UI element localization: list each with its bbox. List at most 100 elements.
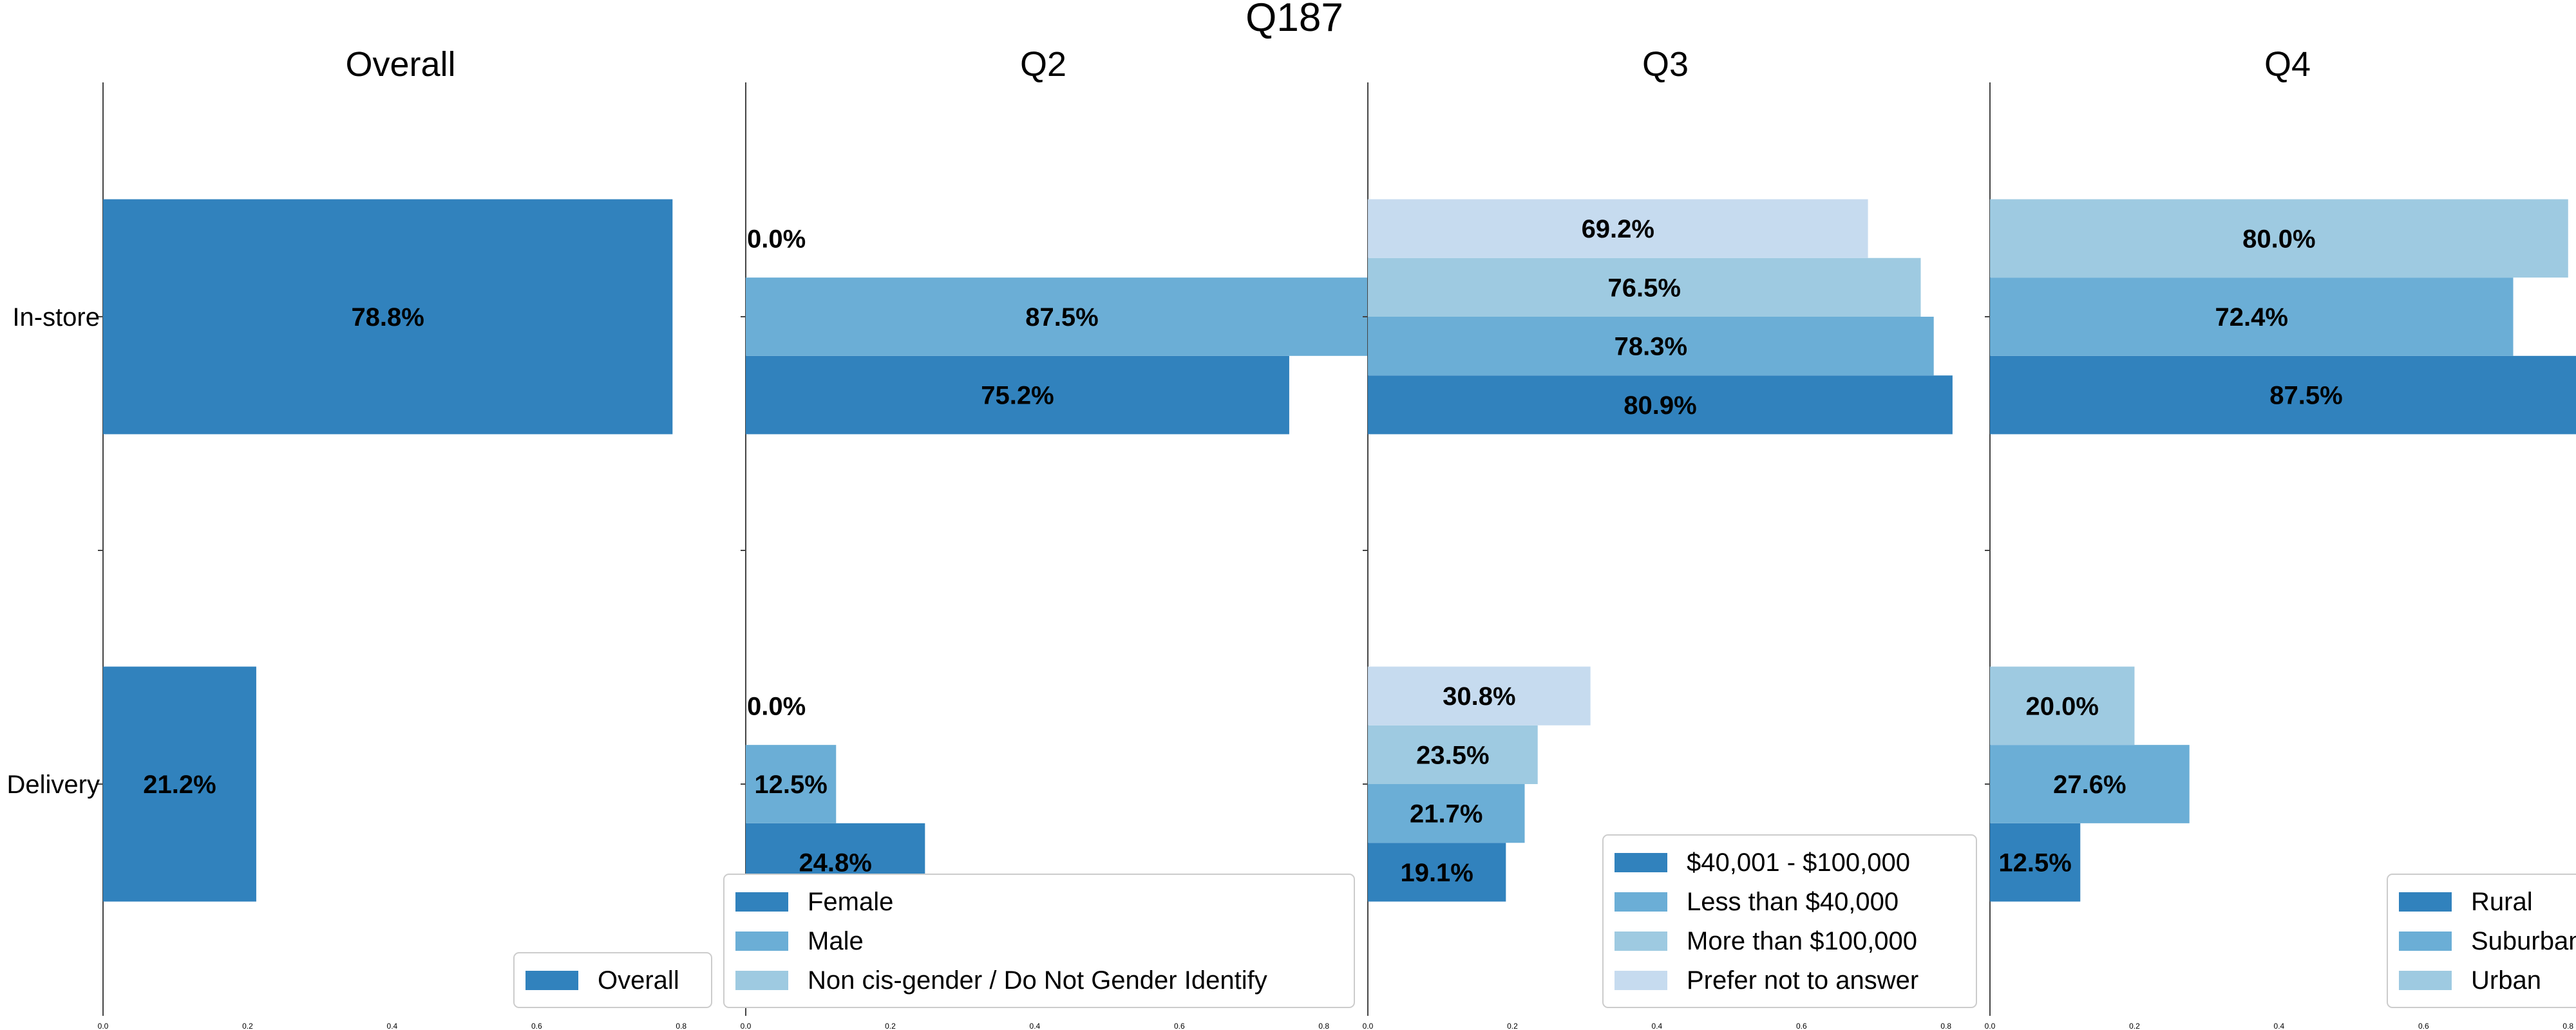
x-tick-label: 0.0 [741,1022,752,1030]
x-tick-label: 0.2 [242,1022,253,1030]
data-label: 78.8% [351,303,424,332]
data-label: 78.3% [1615,333,1687,361]
data-label: 75.2% [981,382,1054,410]
x-tick-label: 0.4 [387,1022,398,1030]
bar-delivery-rural [1990,823,2081,902]
panel-title: Overall [345,45,455,84]
legend-swatch [735,971,788,990]
data-label: 12.5% [1998,849,2071,877]
x-tick-label: 0.6 [1174,1022,1185,1030]
data-label: 0.0% [747,692,806,720]
legend-label-less-than-40-000: Less than $40,000 [1687,888,1899,916]
x-tick-label: 0.8 [1940,1022,1951,1030]
x-tick-label: 0.2 [885,1022,896,1030]
x-tick-label: 0.2 [2129,1022,2140,1030]
panel-title: Q2 [1020,45,1066,84]
x-tick-label: 0.6 [1796,1022,1807,1030]
x-tick-label: 0.8 [2562,1022,2573,1030]
data-label: 27.6% [2053,771,2126,799]
data-label: 19.1% [1400,859,1473,887]
bar-in-store-urban [1990,199,2568,278]
x-tick-label: 0.0 [98,1022,109,1030]
x-tick-label: 0.8 [1318,1022,1329,1030]
legend-label-more-than-100-000: More than $100,000 [1687,927,1917,955]
x-tick-label: 0.4 [1030,1022,1041,1030]
bar-in-store-40-001-100-000 [1368,375,1953,435]
category-label-delivery: Delivery [7,771,100,799]
data-label: 80.0% [2242,225,2315,253]
bar-delivery-urban [1990,666,2135,745]
legend-swatch [1615,853,1667,872]
legend-swatch [2399,971,2452,990]
bar-in-store-suburban [1990,277,2514,356]
legend-label-non-cis-gender-do-not-gender-identify: Non cis-gender / Do Not Gender Identify [808,966,1267,995]
x-tick-label: 0.8 [676,1022,687,1030]
bar-delivery-prefer-not-to-answer [1368,666,1591,726]
data-label: 23.5% [1416,741,1489,769]
legend-swatch [735,932,788,951]
bar-in-store-prefer-not-to-answer [1368,199,1868,258]
legend-frame [1602,834,1977,1008]
data-label: 69.2% [1582,215,1654,243]
legend-swatch [2399,892,2452,912]
data-label: 76.5% [1608,274,1681,302]
legend-swatch [2399,932,2452,951]
legend: Rural Suburban Urban [2387,874,2576,1008]
data-label: 12.5% [754,771,827,799]
bar-in-store-overall [103,199,673,435]
legend-label-suburban: Suburban [2471,927,2576,955]
data-label: 87.5% [1025,303,1098,332]
legend-swatch [526,971,578,990]
bar-delivery-40-001-100-000 [1368,843,1506,902]
x-tick-label: 0.4 [1652,1022,1663,1030]
bar-in-store-male [746,277,1378,356]
panel-overall: Overall In-store Delivery 0.0 0.2 0.4 0.6 0.8 78… [7,45,712,1030]
legend: Female Male Non cis-gender / Do Not Gender… [723,874,1355,1008]
legend-label-male: Male [808,927,864,955]
data-label: 21.2% [143,771,216,799]
data-label: 24.8% [799,849,871,877]
legend-swatch [1615,932,1667,951]
x-tick-label: 0.0 [1363,1022,1374,1030]
bar-in-store-less-than-40-000 [1368,317,1934,376]
legend-swatch [1615,892,1667,912]
legend-label-prefer-not-to-answer: Prefer not to answer [1687,966,1918,995]
data-label: 87.5% [2269,382,2342,410]
bar-in-store-more-than-100-000 [1368,258,1921,317]
panel-q4: Q4 0.0 0.2 0.4 0.6 0.8 87.5% 12.5% 72.4% 27.6% 80.… [1985,45,2576,1030]
legend-label-40-001-100-000: $40,001 - $100,000 [1687,848,1910,877]
category-label-in-store: In-store [12,303,100,332]
panel-q2: Q2 0.0 0.2 0.4 0.6 0.8 75.2% 24.8% 87.5% 12.5% 0.0… [723,45,1378,1030]
legend-swatch [735,892,788,912]
data-label: 21.7% [1410,800,1482,829]
chart-panels: Overall In-store Delivery 0.0 0.2 0.4 0.6 0.8 78… [7,45,2576,1030]
data-label: 72.4% [2215,303,2288,332]
x-tick-label: 0.4 [2274,1022,2285,1030]
panel-title: Q4 [2264,45,2311,84]
legend: $40,001 - $100,000 Less than $40,000 More … [1602,834,1977,1008]
legend-frame [513,952,712,1008]
legend-label-female: Female [808,888,893,916]
x-tick-label: 0.6 [531,1022,542,1030]
figure-title: Q187 [1245,0,1343,40]
bar-delivery-overall [103,666,256,902]
panel-title: Q3 [1642,45,1689,84]
legend-frame [723,874,1355,1008]
legend-label-rural: Rural [2471,888,2533,916]
x-tick-label: 0.0 [1985,1022,1996,1030]
x-tick-label: 0.2 [1507,1022,1518,1030]
data-label: 20.0% [2026,692,2099,720]
legend: Overall [513,952,712,1008]
legend-label-urban: Urban [2471,966,2541,995]
data-label: 30.8% [1443,682,1515,711]
bar-delivery-suburban [1990,745,2190,823]
bar-delivery-less-than-40-000 [1368,784,1525,843]
bar-delivery-male [746,745,837,823]
legend-label-overall: Overall [598,966,679,995]
x-tick-label: 0.6 [2418,1022,2429,1030]
bar-delivery-more-than-100-000 [1368,725,1538,784]
legend-swatch [1615,971,1667,990]
panel-q3: Q3 0.0 0.2 0.4 0.6 0.8 80.9% 19.1% 78.3% 21.7% 76.… [1363,45,1977,1030]
bar-in-store-female [746,355,1289,435]
